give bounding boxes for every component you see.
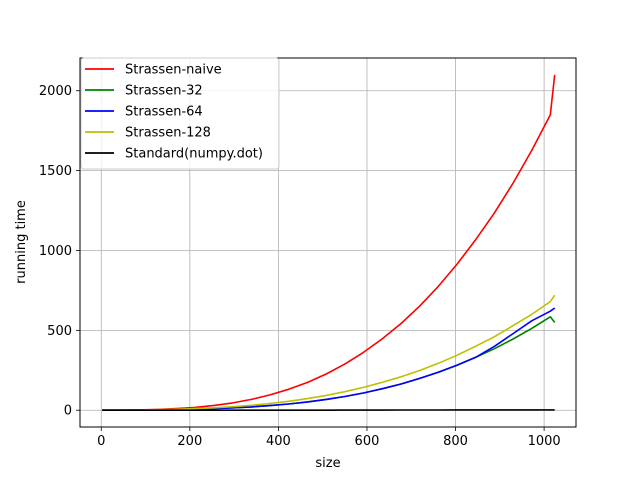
y-tick-label: 2000 xyxy=(39,84,72,99)
x-axis-label: size xyxy=(315,456,340,471)
legend-label-strassen-naive: Strassen-naive xyxy=(125,63,222,78)
y-tick-label: 1000 xyxy=(39,244,72,259)
legend: Strassen-naive Strassen-32 Strassen-64 Stra… xyxy=(81,58,279,169)
x-tick-label: 400 xyxy=(266,434,291,449)
legend-label-strassen-64: Strassen-64 xyxy=(125,105,203,120)
y-tick-label: 500 xyxy=(47,324,72,339)
y-tick-label: 0 xyxy=(64,404,72,419)
legend-label-strassen-32: Strassen-32 xyxy=(125,84,203,99)
y-axis-label: running time xyxy=(14,200,29,284)
x-tick-label: 600 xyxy=(355,434,380,449)
legend-label-standard-numpy-dot: Standard(numpy.dot) xyxy=(125,147,263,162)
x-tick-label: 200 xyxy=(177,434,202,449)
x-tick-label: 0 xyxy=(97,434,105,449)
legend-label-strassen-128: Strassen-128 xyxy=(125,126,211,141)
y-tick-label: 1500 xyxy=(39,164,72,179)
x-tick-label: 1000 xyxy=(528,434,561,449)
x-tick-label: 800 xyxy=(443,434,468,449)
